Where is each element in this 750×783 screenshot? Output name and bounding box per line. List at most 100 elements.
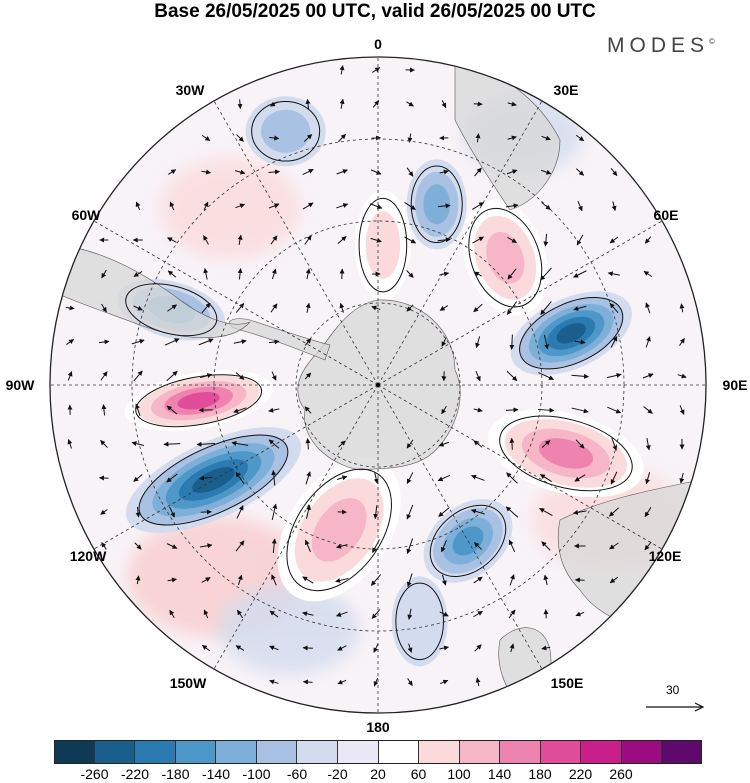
wind-vector: [509, 643, 515, 653]
wind-vector: [473, 576, 483, 584]
wind-vector: [473, 610, 483, 618]
wind-vector: [133, 305, 143, 311]
wind-vector: [373, 677, 379, 687]
wind-vector: [131, 339, 145, 345]
wind-vector: [302, 679, 313, 685]
wind-vector: [336, 543, 348, 549]
wind-vector: [203, 268, 209, 280]
wind-vector: [167, 237, 177, 243]
wind-vector: [538, 372, 555, 380]
wind-vector: [271, 574, 277, 586]
colorbar-tick-label: -180: [161, 766, 190, 782]
wind-vector: [507, 236, 517, 244]
high-anomaly-center: [354, 190, 411, 301]
wind-vector: [339, 65, 345, 75]
wind-vector: [679, 338, 685, 346]
wind-vector: [538, 407, 555, 413]
contour-line: [519, 297, 624, 370]
wind-vector: [199, 475, 213, 481]
contour-line: [468, 207, 543, 308]
wind-vector: [507, 268, 517, 280]
wind-vector: [235, 645, 245, 651]
wind-vector: [306, 504, 311, 519]
wind-vector: [645, 437, 651, 451]
longitude-label: 150W: [169, 675, 207, 691]
wind-vector: [642, 373, 654, 379]
wind-vector: [235, 303, 245, 313]
wind-vector: [371, 305, 381, 311]
wind-vector: [575, 168, 585, 176]
wind-vector: [200, 509, 212, 515]
wind-vector: [235, 471, 245, 484]
wind-vector: [233, 407, 247, 414]
wind-vector: [271, 268, 277, 280]
wind-vector: [237, 234, 243, 245]
wind-vector: [303, 134, 313, 142]
wind-vector: [573, 305, 587, 311]
wind-vector: [166, 405, 178, 415]
colorbar-segment: [134, 740, 175, 764]
wind-vector: [304, 406, 312, 414]
wind-vector: [473, 440, 483, 448]
wind-vector: [268, 407, 280, 413]
wind-vector: [575, 134, 585, 142]
wind-vector: [133, 271, 143, 277]
colorbar-labels: -260 -220 -180 -140 -100 -60 -20 20 60 100 140 180 2…: [54, 766, 702, 783]
wind-vector: [439, 645, 449, 651]
wind-vector: [543, 609, 549, 619]
wind-vector: [441, 574, 447, 586]
wind-vector: [133, 370, 143, 382]
wind-vector: [438, 507, 450, 517]
colorbar-segment: [418, 740, 459, 764]
wind-vector: [473, 303, 483, 313]
colorbar-tick-label: -220: [120, 766, 150, 782]
colorbar-segment: [255, 740, 297, 764]
wind-vector: [606, 372, 622, 379]
wind-vector: [203, 201, 209, 211]
brand-logo: MODES©: [607, 34, 715, 57]
high-anomaly-center: [277, 458, 401, 602]
longitude-label: 180: [366, 719, 390, 735]
wind-vector: [679, 472, 685, 484]
wind-vector: [607, 271, 620, 277]
wind-vector: [336, 203, 349, 209]
wind-vector: [505, 203, 519, 209]
contour-line: [125, 283, 218, 337]
wind-vector: [236, 609, 244, 619]
wind-vector: [337, 679, 347, 685]
wind-vector: [472, 236, 485, 244]
wind-vector: [305, 438, 311, 450]
meridian-line: [93, 384, 379, 550]
wind-vector: [166, 543, 178, 549]
wind-vector: [505, 506, 519, 518]
wind-vector: [67, 439, 73, 449]
wind-vector: [135, 575, 141, 585]
wind-vector: [406, 439, 414, 449]
wind-vector: [201, 169, 212, 175]
wind-vector: [475, 677, 481, 687]
wind-vector: [540, 169, 552, 175]
wind-vector: [235, 203, 245, 209]
wind-vector: [609, 302, 619, 313]
wind-vector: [270, 303, 278, 313]
colorbar-tick-label: 60: [410, 766, 427, 782]
wind-vector: [269, 645, 279, 651]
wind-vector: [270, 235, 278, 245]
wind-vector: [337, 645, 347, 651]
colorbar-tick-label: 260: [609, 766, 633, 782]
field-patch: [160, 158, 301, 259]
wind-vector: [373, 643, 379, 653]
wind-vector: [237, 574, 243, 586]
wind-vector: [439, 611, 449, 617]
wind-vector: [574, 474, 586, 482]
longitude-label: 30W: [175, 82, 205, 98]
wind-vector: [169, 506, 175, 518]
longitude-label: 60W: [71, 207, 101, 223]
wind-vector: [404, 236, 417, 244]
wind-vector: [237, 99, 243, 110]
wind-vector: [577, 200, 583, 212]
contour-lines: [125, 101, 633, 661]
wind-vector: [543, 334, 550, 350]
wind-vector: [507, 101, 517, 107]
wind-vector: [439, 679, 449, 685]
